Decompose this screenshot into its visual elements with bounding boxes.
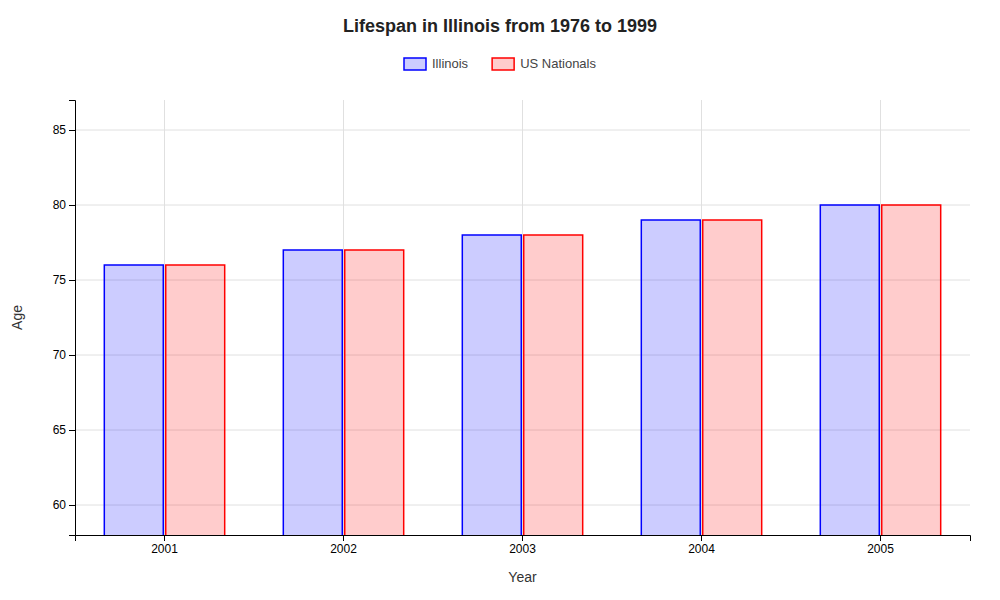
tick-label: 75 [53, 273, 67, 287]
tick-label: 2002 [330, 542, 357, 556]
tick: 2005 [867, 535, 894, 556]
axis-line [76, 536, 971, 542]
grid-line-x [343, 100, 344, 535]
legend-swatch [492, 58, 514, 70]
tick-label: 80 [53, 198, 67, 212]
legend-label: US Nationals [520, 56, 596, 71]
tick-mark [164, 535, 165, 541]
tick: 2002 [330, 535, 357, 556]
tick: 2001 [151, 535, 178, 556]
tick-mark [701, 535, 702, 541]
bar [703, 220, 762, 535]
legend-item: Illinois [404, 56, 469, 71]
y-axis: 60 65 70 75 80 85 [53, 101, 76, 536]
tick-mark [880, 535, 881, 541]
tick: 60 [53, 498, 75, 512]
bar [462, 235, 521, 535]
y-axis-title: Age [9, 305, 25, 330]
tick-mark [69, 430, 75, 431]
tick-mark [343, 535, 344, 541]
legend-swatch [404, 58, 426, 70]
tick: 65 [53, 423, 75, 437]
tick-label: 70 [53, 348, 67, 362]
plot-area: 2001 2002 2003 2004 2005 60 65 70 75 80 85 [53, 100, 971, 600]
tick: 2003 [509, 535, 536, 556]
bar [345, 250, 404, 535]
tick: 75 [53, 273, 75, 287]
bar [104, 265, 163, 535]
bar [641, 220, 700, 535]
tick-mark [69, 505, 75, 506]
grid-line-x [880, 100, 881, 535]
bar [524, 235, 583, 535]
bar-series [104, 205, 879, 535]
tick-label: 65 [53, 423, 67, 437]
legend-item: US Nationals [492, 56, 596, 71]
tick: 85 [53, 123, 75, 137]
tick-label: 2003 [509, 542, 536, 556]
tick-mark [69, 355, 75, 356]
tick-mark [69, 280, 75, 281]
tick-mark [522, 535, 523, 541]
bars [104, 205, 940, 535]
tick: 2004 [688, 535, 715, 556]
grid-line-x [164, 100, 165, 535]
bar [882, 205, 941, 535]
tick-mark [69, 205, 75, 206]
tick-label: 60 [53, 498, 67, 512]
x-axis: 2001 2002 2003 2004 2005 [76, 535, 971, 556]
tick: 70 [53, 348, 75, 362]
tick-label: 2005 [867, 542, 894, 556]
tick-label: 85 [53, 123, 67, 137]
chart-svg: 2001 2002 2003 2004 2005 60 65 70 75 80 85 Year Age L… [0, 0, 1000, 600]
x-axis-title: Year [508, 569, 537, 585]
chart-title: Lifespan in Illinois from 1976 to 1999 [343, 16, 657, 36]
grid-line-x [701, 100, 702, 535]
tick-label: 2004 [688, 542, 715, 556]
tick-label: 2001 [151, 542, 178, 556]
bar [283, 250, 342, 535]
tick: 80 [53, 198, 75, 212]
bar [820, 205, 879, 535]
chart-container: 2001 2002 2003 2004 2005 60 65 70 75 80 85 Year Age L… [0, 0, 1000, 600]
legend: Illinois US Nationals [404, 56, 596, 71]
legend-label: Illinois [432, 56, 469, 71]
bar-series [166, 205, 941, 535]
grid-line-x [522, 100, 523, 535]
tick-mark [69, 130, 75, 131]
axis-line [69, 101, 76, 536]
bar [166, 265, 225, 535]
